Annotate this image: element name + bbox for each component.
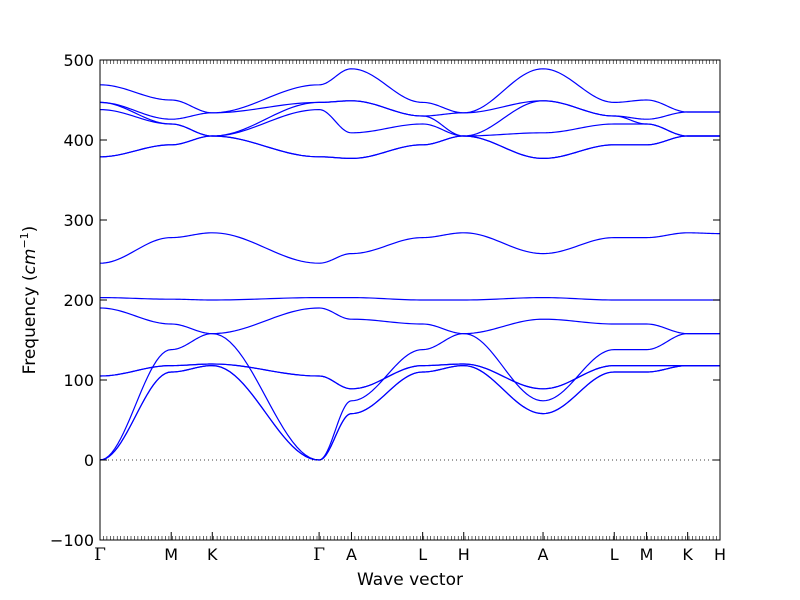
dispersion-branch bbox=[99, 364, 720, 461]
dispersion-lines bbox=[99, 68, 720, 461]
x-tick-label: M bbox=[640, 545, 654, 564]
x-tick-label: K bbox=[207, 545, 218, 564]
dispersion-branch bbox=[99, 296, 720, 301]
x-tick-label: Γ bbox=[94, 545, 106, 565]
x-tick-label: M bbox=[164, 545, 178, 564]
dispersion-branch bbox=[99, 364, 720, 461]
y-tick-label: 100 bbox=[63, 371, 94, 390]
axis-labels: Wave vector Frequency (cm−1) bbox=[18, 226, 463, 590]
x-tick-label: A bbox=[346, 545, 357, 564]
dispersion-branch bbox=[99, 307, 720, 335]
y-tick-label: 400 bbox=[63, 131, 94, 150]
x-tick-label: L bbox=[418, 545, 427, 564]
x-tick-label: Γ bbox=[313, 545, 325, 565]
dispersion-branch bbox=[99, 332, 720, 461]
dispersion-branch bbox=[99, 108, 720, 137]
dispersion-branch bbox=[99, 135, 720, 160]
y-axis-label: Frequency (cm−1) bbox=[18, 226, 40, 375]
x-tick-label: K bbox=[682, 545, 693, 564]
y-tick-label: 500 bbox=[63, 51, 94, 70]
y-tick-label: 200 bbox=[63, 291, 94, 310]
dispersion-branch bbox=[99, 100, 720, 120]
x-tick-label: H bbox=[458, 545, 470, 564]
x-tick-label: L bbox=[610, 545, 619, 564]
dispersion-branch bbox=[99, 363, 720, 390]
x-tick-label: A bbox=[538, 545, 549, 564]
y-tick-label: 300 bbox=[63, 211, 94, 230]
y-tick-label: −100 bbox=[50, 531, 94, 550]
x-tick-label: H bbox=[714, 545, 726, 564]
x-axis-label: Wave vector bbox=[357, 570, 463, 590]
dispersion-branch bbox=[99, 100, 720, 137]
axes: −100 0 100 200 300 400 500 Γ M K Γ A L H A L M K H bbox=[50, 51, 726, 565]
dispersion-branch bbox=[99, 68, 720, 114]
dispersion-branch bbox=[99, 232, 720, 264]
y-tick-label: 0 bbox=[84, 451, 94, 470]
